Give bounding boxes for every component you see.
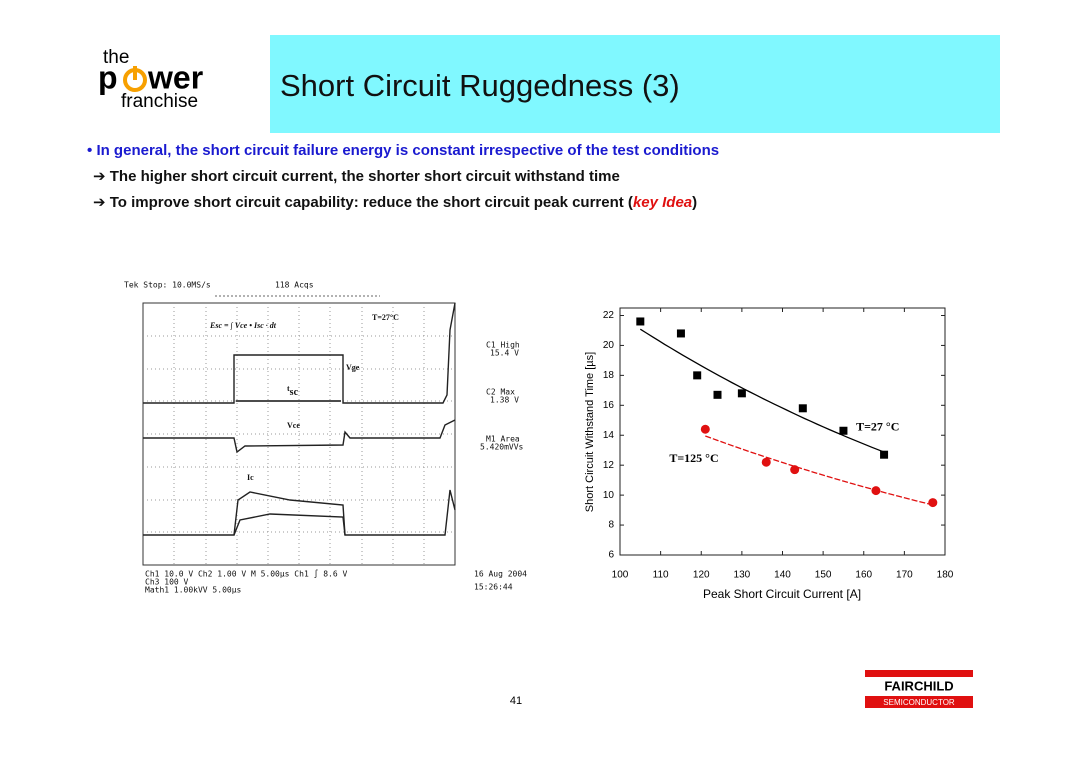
brand-name: FAIRCHILD — [884, 678, 953, 693]
point — [693, 371, 702, 380]
tsc-sub: sc — [290, 387, 299, 398]
vge-label: Vge — [346, 363, 360, 372]
y-tick-label: 6 — [608, 550, 614, 561]
point — [880, 450, 889, 459]
readout-name: C1 High — [486, 341, 520, 350]
x-tick-label: 100 — [612, 570, 629, 581]
y-tick-label: 18 — [603, 370, 615, 381]
trend-line — [639, 328, 885, 453]
bullet-marker: ➔ — [93, 194, 106, 211]
x-tick-label: 140 — [774, 570, 791, 581]
scope-footer: Math1 1.00kVV 5.00µs — [145, 586, 242, 595]
point — [839, 426, 848, 435]
readout-value: 15.4 V — [490, 349, 519, 358]
logo-p: p — [98, 59, 118, 95]
vce-waveform — [143, 419, 456, 454]
x-tick-label: 130 — [734, 570, 751, 581]
scope-capture: Tek Stop: 10.0MS/s 118 Acqs Esc = ∫ Vce … — [124, 281, 527, 595]
x-tick-label: 180 — [937, 570, 954, 581]
y-tick-label: 14 — [603, 430, 615, 441]
point — [737, 389, 746, 398]
x-tick-label: 160 — [855, 570, 872, 581]
point — [700, 424, 710, 434]
logo-franchise: franchise — [121, 91, 198, 112]
point — [713, 390, 722, 399]
x-tick-label: 170 — [896, 570, 913, 581]
point — [676, 329, 685, 338]
y-tick-label: 12 — [603, 460, 615, 471]
y-tick-label: 10 — [603, 490, 615, 501]
scope-acqs: 118 Acqs — [275, 281, 314, 290]
y-axis-title: Short Circuit Withstand Time [µs] — [584, 352, 596, 512]
slide-title: Short Circuit Ruggedness (3) — [280, 68, 680, 103]
brand-bar — [865, 670, 973, 677]
scope-date: 16 Aug 2004 — [474, 570, 527, 579]
point — [928, 498, 938, 508]
readout-name: C2 Max — [486, 388, 515, 397]
readout-name: M1 Area — [486, 435, 520, 444]
chart: Peak Short Circuit Current [A] Short Cir… — [584, 307, 954, 601]
scope-temperature: T=27°C — [372, 313, 399, 322]
brand-sub: SEMICONDUCTOR — [883, 698, 955, 707]
scope-footer: Ch3 100 V — [145, 578, 189, 587]
y-tick-label: 16 — [603, 400, 615, 411]
scope-grid — [143, 303, 455, 565]
x-tick-label: 110 — [653, 570, 669, 581]
logo-wer: wer — [147, 59, 203, 95]
y-tick-label: 20 — [603, 340, 615, 351]
tsc-label: tsc — [287, 384, 299, 398]
point — [798, 404, 807, 413]
scope-formula: Esc = ∫ Vce • Isc · dt — [209, 321, 277, 330]
y-tick-label: 8 — [608, 520, 614, 531]
point — [636, 317, 645, 326]
x-tick-label: 120 — [693, 570, 710, 581]
bullet-text: In general, the short circuit failure en… — [96, 142, 719, 159]
page-number: 41 — [510, 695, 522, 707]
bullet: • In general, the short circuit failure … — [87, 142, 719, 159]
series-label: T=27 °C — [856, 419, 899, 433]
x-tick-label: 150 — [815, 570, 832, 581]
scope-footer: Ch1 10.0 V Ch2 1.00 V M 5.00µs Ch1 ∫ 8.6… — [145, 570, 347, 579]
bullet-text: To improve short circuit capability: red… — [110, 194, 633, 211]
point — [761, 457, 771, 467]
bullet: ➔ To improve short circuit capability: r… — [93, 194, 697, 211]
point — [871, 486, 881, 496]
bullet-marker: ➔ — [93, 168, 106, 185]
ic-label: Ic — [247, 473, 254, 482]
title-banner — [270, 35, 1000, 133]
logo-the: the — [103, 47, 129, 68]
bullet-text: ) — [692, 194, 697, 211]
vge-waveform — [143, 302, 456, 404]
readout-value: 1.38 V — [490, 396, 519, 405]
bullet-emphasis: key Idea — [633, 194, 692, 211]
bullet-marker: • — [87, 142, 92, 159]
y-tick-label: 22 — [603, 310, 615, 321]
brand-bar — [865, 696, 973, 708]
series-label: T=125 °C — [669, 451, 718, 465]
bullet-text: The higher short circuit current, the sh… — [110, 168, 620, 185]
x-axis-title: Peak Short Circuit Current [A] — [703, 587, 861, 601]
ic-waveform-2 — [233, 513, 346, 536]
trend-line — [705, 435, 933, 506]
vce-label: Vce — [287, 421, 300, 430]
bullet: ➔ The higher short circuit current, the … — [93, 168, 620, 185]
ic-waveform — [143, 489, 456, 536]
readout-value: 5.420mVVs — [480, 443, 524, 452]
scope-header: Tek Stop: 10.0MS/s — [124, 281, 211, 290]
tsc-t: t — [287, 384, 290, 393]
scope-time: 15:26:44 — [474, 583, 513, 592]
point — [790, 465, 800, 475]
